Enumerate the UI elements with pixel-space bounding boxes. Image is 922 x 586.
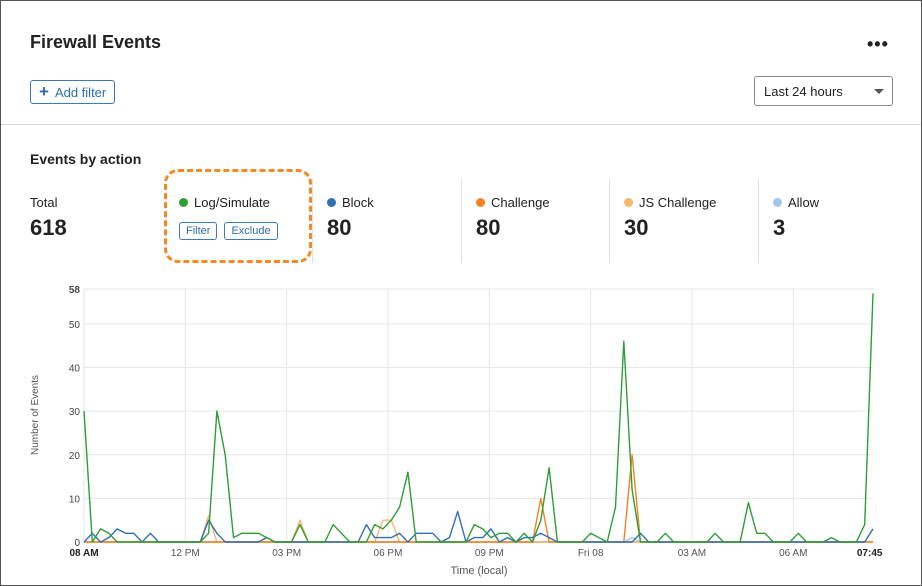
caret-down-icon xyxy=(874,89,884,94)
add-filter-button[interactable]: + Add filter xyxy=(30,80,116,104)
section-title: Events by action xyxy=(30,151,142,167)
stat-allow[interactable]: Allow 3 xyxy=(773,179,819,263)
x-tick-label: 08 AM xyxy=(69,548,98,559)
y-tick-label: 58 xyxy=(69,285,81,296)
x-axis-label: Time (local) xyxy=(450,565,507,577)
y-tick-label: 20 xyxy=(69,451,81,462)
x-tick-label: 12 PM xyxy=(171,548,200,559)
plus-icon: + xyxy=(39,82,49,101)
js-challenge-dot-icon xyxy=(624,197,633,207)
stat-total: Total 618 xyxy=(30,179,67,263)
allow-dot-icon xyxy=(773,197,782,207)
stat-js-challenge-value: 30 xyxy=(624,215,649,240)
card-header: Firewall Events ••• + Add filter Last 24… xyxy=(1,1,921,125)
y-axis-label: Number of Events xyxy=(30,375,41,455)
exclude-button[interactable]: Exclude xyxy=(224,222,278,240)
y-axis-ticks: 0 10 20 30 40 50 58 xyxy=(69,285,81,549)
divider xyxy=(609,179,610,263)
stat-log-simulate[interactable]: Log/Simulate Filter Exclude xyxy=(179,179,278,263)
series-line-log[interactable] xyxy=(83,293,874,543)
highlight-annotation xyxy=(164,169,312,263)
y-tick-label: 50 xyxy=(69,320,81,331)
divider xyxy=(312,179,313,263)
events-line-chart: 0 10 20 30 40 50 58 08 AM 12 PM 03 PM 06 PM 09 PM F… xyxy=(30,285,883,577)
stat-js-challenge-label: JS Challenge xyxy=(639,194,717,210)
stat-block-value: 80 xyxy=(327,215,352,240)
x-axis-ticks: 08 AM 12 PM 03 PM 06 PM 09 PM Fri 08 03 AM 06 A… xyxy=(69,548,882,559)
page-title: Firewall Events xyxy=(30,32,162,52)
log-dot-icon xyxy=(179,197,188,207)
stat-challenge[interactable]: Challenge 80 xyxy=(476,179,550,263)
challenge-dot-icon xyxy=(476,197,485,207)
more-options-icon[interactable]: ••• xyxy=(867,34,889,54)
y-tick-label: 0 xyxy=(74,538,80,549)
x-tick-label: 09 PM xyxy=(475,548,504,559)
stat-challenge-value: 80 xyxy=(476,215,501,240)
stat-allow-label: Allow xyxy=(788,194,820,210)
stat-total-label: Total xyxy=(30,194,58,210)
stat-block[interactable]: Block 80 xyxy=(327,179,374,263)
x-tick-label: 03 AM xyxy=(678,548,706,559)
time-range-select[interactable]: Last 24 hours xyxy=(754,76,893,106)
time-range-value: Last 24 hours xyxy=(764,83,843,99)
series-line-block[interactable] xyxy=(83,510,874,543)
stat-allow-value: 3 xyxy=(773,215,786,240)
x-tick-label: 07:45 xyxy=(857,548,883,559)
stat-challenge-label: Challenge xyxy=(491,194,550,210)
divider xyxy=(758,179,759,263)
y-tick-label: 30 xyxy=(69,407,81,418)
block-dot-icon xyxy=(327,197,336,207)
chart-series xyxy=(83,293,874,543)
stat-block-label: Block xyxy=(342,194,374,210)
divider xyxy=(461,179,462,263)
filter-button[interactable]: Filter xyxy=(179,222,218,240)
x-tick-label: 06 AM xyxy=(779,548,807,559)
x-tick-label: 03 PM xyxy=(272,548,301,559)
stat-total-value: 618 xyxy=(30,215,67,240)
stat-js-challenge[interactable]: JS Challenge 30 xyxy=(624,179,716,263)
chart-grid xyxy=(83,288,873,543)
add-filter-label: Add filter xyxy=(54,84,107,100)
x-tick-label: 06 PM xyxy=(374,548,403,559)
y-tick-label: 40 xyxy=(69,364,81,375)
x-tick-label: Fri 08 xyxy=(578,548,604,559)
y-tick-label: 10 xyxy=(69,494,81,505)
stat-log-label: Log/Simulate xyxy=(194,194,270,210)
